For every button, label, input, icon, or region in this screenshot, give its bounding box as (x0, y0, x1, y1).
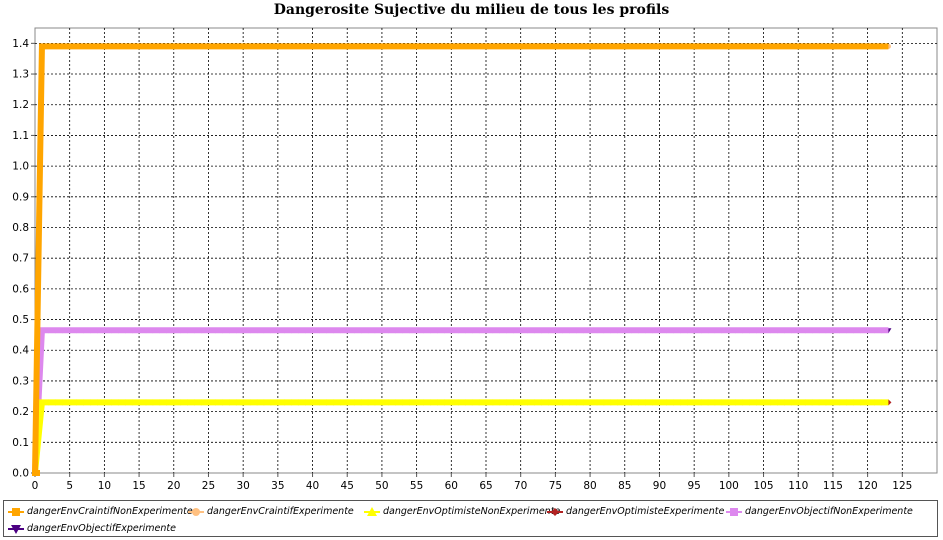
legend-swatch (8, 507, 24, 517)
legend-label: dangerEnvCraintifNonExperimente (27, 506, 193, 517)
series-line-dangerEnvObjectifNonExperimente (32, 327, 889, 474)
y-tick-label: 0.1 (12, 437, 29, 449)
x-tick-label: 105 (754, 480, 774, 492)
legend-label: dangerEnvOptimisteExperimente (566, 506, 725, 517)
x-tick-label: 125 (892, 480, 912, 492)
legend-item: dangerEnvObjectifNonExperimente (726, 506, 913, 517)
legend-swatch (547, 507, 563, 517)
legend-swatch (188, 507, 204, 517)
legend-item: dangerEnvOptimisteNonExperimente (364, 506, 560, 517)
x-tick-label: 15 (132, 480, 145, 492)
y-tick-label: 0.0 (12, 468, 29, 480)
x-tick-label: 45 (341, 480, 354, 492)
x-tick-label: 55 (410, 480, 423, 492)
series-layer (32, 43, 892, 476)
plot-area: 0 5 10 15 20 25 30 35 40 45 50 55 60 65 70 75 80 85 90 95 10… (12, 27, 938, 492)
legend: dangerEnvCraintifNonExperimente dangerEnv… (3, 500, 938, 537)
x-tick-label: 90 (653, 480, 666, 492)
x-tick-label: 95 (687, 480, 700, 492)
legend-swatch (726, 507, 742, 517)
x-tick-label: 80 (583, 480, 596, 492)
x-tick-label: 40 (306, 480, 319, 492)
legend-label: dangerEnvCraintifExperimente (207, 506, 354, 517)
legend-item: dangerEnvCraintifNonExperimente (8, 506, 193, 517)
series-line-dangerEnvCraintifNonExperimente (32, 43, 889, 474)
plot-border (34, 27, 938, 474)
x-tick-label: 75 (549, 480, 562, 492)
y-tick-label: 0.7 (12, 253, 29, 265)
x-tick-label: 110 (788, 480, 808, 492)
y-tick-label: 0.4 (12, 345, 29, 357)
x-tick-label: 20 (167, 480, 180, 492)
x-tick-label: 50 (375, 480, 388, 492)
x-tick-label: 35 (271, 480, 284, 492)
legend-label: dangerEnvOptimisteNonExperimente (383, 506, 561, 517)
y-tick-label: 0.8 (12, 222, 29, 234)
x-tick-label: 60 (445, 480, 458, 492)
x-tick-label: 115 (823, 480, 843, 492)
origin-point (32, 470, 40, 476)
y-tick-label: 0.2 (12, 406, 29, 418)
y-tick-label: 0.5 (12, 314, 29, 326)
y-tick-label: 0.6 (12, 283, 29, 295)
y-tick-label: 0.9 (12, 191, 29, 203)
legend-item: dangerEnvOptimisteExperimente (547, 506, 724, 517)
legend-label: dangerEnvObjectifNonExperimente (745, 506, 913, 517)
y-tick-label: 1.3 (12, 69, 29, 81)
x-tick-label: 70 (514, 480, 527, 492)
x-tick-label: 0 (32, 480, 39, 492)
axis-layer: 0 5 10 15 20 25 30 35 40 45 50 55 60 65 70 75 80 85 90 95 10… (12, 38, 912, 492)
y-tick-label: 1.2 (12, 99, 29, 111)
x-tick-label: 85 (618, 480, 631, 492)
y-tick-label: 1.1 (12, 130, 29, 142)
x-tick-label: 30 (236, 480, 249, 492)
legend-swatch (8, 524, 24, 534)
legend-swatch (364, 506, 380, 517)
x-tick-label: 120 (858, 480, 878, 492)
series-line-dangerEnvOptimisteNonExperimente (32, 399, 889, 474)
x-tick-label: 25 (202, 480, 215, 492)
legend-label: dangerEnvObjectifExperimente (27, 523, 176, 534)
x-tick-label: 100 (719, 480, 739, 492)
y-tick-label: 0.3 (12, 375, 29, 387)
series-rise-dangerEnvCraintifNonExperimente (34, 46, 43, 474)
x-tick-label: 10 (98, 480, 111, 492)
chart-title: Dangerosite Sujective du milieu de tous … (273, 2, 670, 18)
legend-item: dangerEnvObjectifExperimente (8, 523, 176, 534)
legend-item: dangerEnvCraintifExperimente (188, 506, 354, 517)
y-tick-label: 1.4 (12, 38, 29, 50)
x-tick-label: 65 (479, 480, 492, 492)
x-tick-label: 5 (66, 480, 73, 492)
grid-layer (34, 27, 938, 474)
y-tick-label: 1.0 (12, 161, 29, 173)
